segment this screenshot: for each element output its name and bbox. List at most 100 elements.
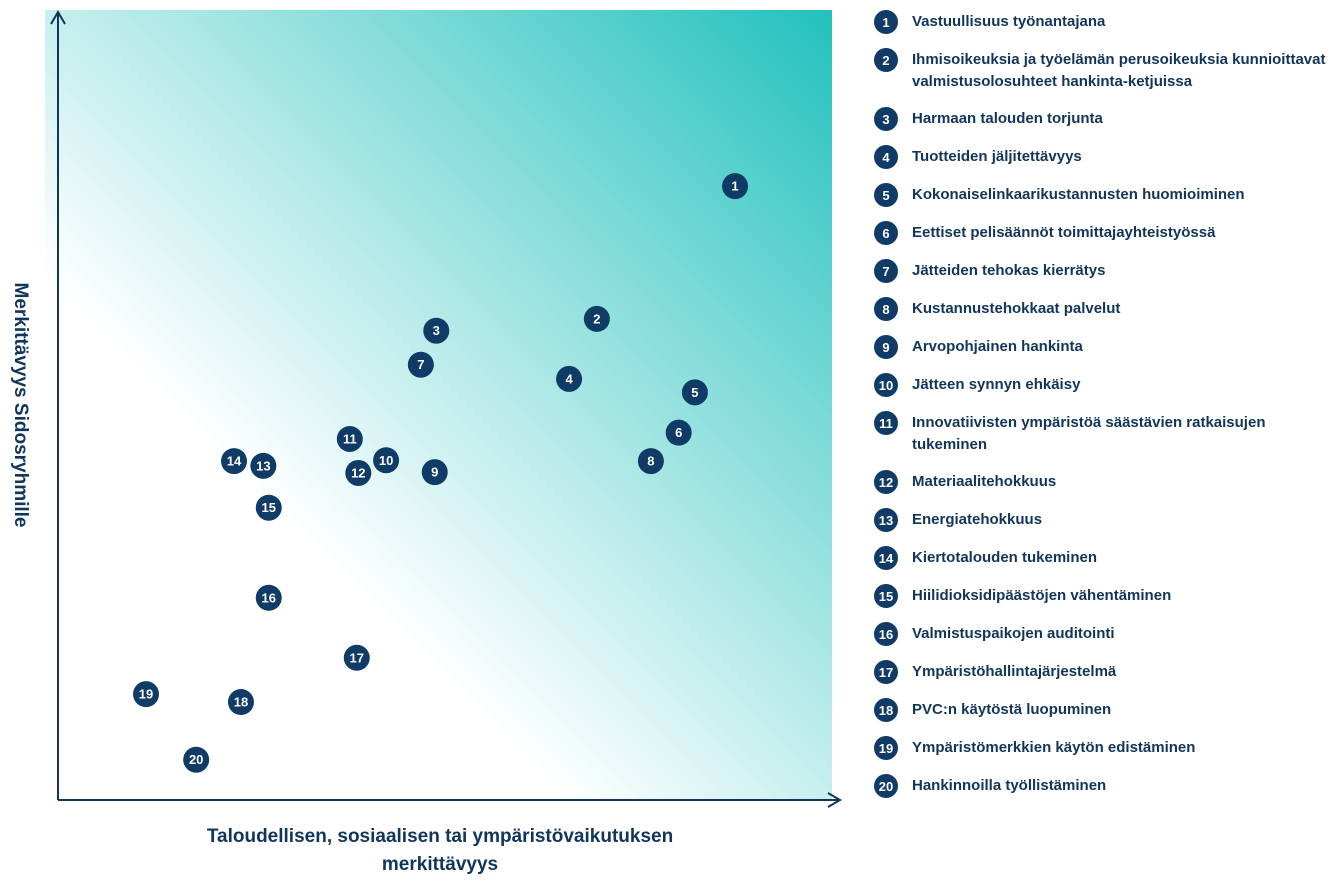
legend-item: 9 Arvopohjainen hankinta bbox=[874, 335, 1329, 359]
point: 1 bbox=[722, 173, 749, 200]
point-label: 9 bbox=[431, 465, 438, 480]
point: 19 bbox=[133, 681, 160, 708]
legend-badge: 20 bbox=[874, 774, 898, 798]
point: 14 bbox=[221, 448, 248, 475]
point: 8 bbox=[637, 448, 664, 475]
point-marker bbox=[373, 447, 400, 474]
legend-badge: 12 bbox=[874, 470, 898, 494]
point-label: 15 bbox=[262, 500, 276, 515]
legend-item: 5 Kokonaiselinkaarikustannusten huomioimi… bbox=[874, 183, 1329, 207]
legend-badge: 15 bbox=[874, 584, 898, 608]
point-marker bbox=[250, 452, 277, 479]
legend-item: 18 PVC:n käytöstä luopuminen bbox=[874, 698, 1329, 722]
legend-text: Hiilidioksidipäästöjen vähentäminen bbox=[912, 587, 1172, 604]
legend-text: Harmaan talouden torjunta bbox=[912, 110, 1103, 127]
legend-item: 2 Ihmisoikeuksia ja työelämän perusoikeuk… bbox=[874, 48, 1329, 93]
point-label: 14 bbox=[227, 454, 242, 469]
legend-text: Ympäristöhallintajärjestelmä bbox=[912, 663, 1117, 680]
point-marker bbox=[421, 459, 448, 486]
legend-text: Ympäristömerkkien käytön edistäminen bbox=[912, 739, 1196, 756]
legend-badge: 17 bbox=[874, 660, 898, 684]
point: 4 bbox=[556, 365, 583, 392]
legend-text: Kustannustehokkaat palvelut bbox=[912, 300, 1121, 317]
legend-item: 13 Energiatehokkuus bbox=[874, 508, 1329, 532]
point-label: 1 bbox=[731, 179, 738, 194]
legend-item: 17 Ympäristöhallintajärjestelmä bbox=[874, 660, 1329, 684]
legend-badge: 19 bbox=[874, 736, 898, 760]
point-label: 5 bbox=[691, 385, 698, 400]
point-label: 13 bbox=[256, 458, 270, 473]
point-marker bbox=[227, 689, 254, 716]
legend-text: Hankinnoilla työllistäminen bbox=[912, 777, 1107, 794]
legend-item: 6 Eettiset pelisäännöt toimittajayhteisty… bbox=[874, 221, 1329, 245]
point: 13 bbox=[250, 452, 277, 479]
point-marker bbox=[255, 584, 282, 611]
point-marker bbox=[637, 448, 664, 475]
point-label: 3 bbox=[433, 323, 440, 338]
legend-badge: 10 bbox=[874, 373, 898, 397]
legend-item: 10 Jätteen synnyn ehkäisy bbox=[874, 373, 1329, 397]
legend-badge: 1 bbox=[874, 10, 898, 34]
point-label: 12 bbox=[351, 465, 365, 480]
legend-badge: 5 bbox=[874, 183, 898, 207]
point-marker bbox=[423, 317, 450, 344]
legend-badge: 9 bbox=[874, 335, 898, 359]
point-marker bbox=[665, 419, 692, 446]
legend-text: Jätteiden tehokas kierrätys bbox=[912, 262, 1106, 279]
legend-text: Valmistuspaikojen auditointi bbox=[912, 625, 1115, 642]
point-label: 4 bbox=[565, 371, 573, 386]
legend-item: 7 Jätteiden tehokas kierrätys bbox=[874, 259, 1329, 283]
point: 10 bbox=[373, 447, 400, 474]
y-arrow bbox=[50, 10, 66, 25]
legend-item: 11 Innovatiivisten ympäristöä säästävien … bbox=[874, 411, 1329, 456]
legend-item: 14 Kiertotalouden tukeminen bbox=[874, 546, 1329, 570]
point: 5 bbox=[681, 379, 708, 406]
legend-text: PVC:n käytöstä luopuminen bbox=[912, 701, 1112, 718]
x-axis-label: Taloudellisen, sosiaalisen tai ympäristö… bbox=[206, 826, 674, 875]
legend-text: Ihmisoikeuksia ja työelämän perusoikeuks… bbox=[912, 51, 1326, 90]
point-marker bbox=[681, 379, 708, 406]
point-marker bbox=[336, 425, 363, 452]
x-arrow bbox=[827, 792, 842, 808]
point: 7 bbox=[407, 351, 434, 378]
legend-text: Innovatiivisten ympäristöä säästävien ra… bbox=[912, 414, 1266, 453]
legend-badge: 14 bbox=[874, 546, 898, 570]
point-label: 10 bbox=[379, 453, 393, 468]
point-marker bbox=[583, 305, 610, 332]
legend-item: 15 Hiilidioksidipäästöjen vähentäminen bbox=[874, 584, 1329, 608]
legend-item: 4 Tuotteiden jäljitettävyys bbox=[874, 145, 1329, 169]
legend-badge: 4 bbox=[874, 145, 898, 169]
legend-item: 3 Harmaan talouden torjunta bbox=[874, 107, 1329, 131]
point-marker bbox=[183, 746, 210, 773]
legend-item: 16 Valmistuspaikojen auditointi bbox=[874, 622, 1329, 646]
axes bbox=[50, 10, 842, 808]
point: 17 bbox=[343, 644, 370, 671]
point-marker bbox=[556, 365, 583, 392]
point-marker bbox=[221, 448, 248, 475]
point: 11 bbox=[336, 425, 363, 452]
point-label: 11 bbox=[343, 431, 357, 446]
point-marker bbox=[343, 644, 370, 671]
point: 16 bbox=[255, 584, 282, 611]
legend-text: Kiertotalouden tukeminen bbox=[912, 549, 1098, 566]
point-marker bbox=[255, 494, 282, 521]
legend-badge: 2 bbox=[874, 48, 898, 72]
legend-badge: 7 bbox=[874, 259, 898, 283]
legend-text: Vastuullisuus työnantajana bbox=[912, 13, 1106, 30]
point-marker bbox=[722, 173, 749, 200]
point: 3 bbox=[423, 317, 450, 344]
point-label: 16 bbox=[262, 590, 276, 605]
legend-item: 12 Materiaalitehokkuus bbox=[874, 470, 1329, 494]
point-label: 17 bbox=[350, 650, 364, 665]
point-label: 6 bbox=[675, 425, 682, 440]
legend-text: Arvopohjainen hankinta bbox=[912, 338, 1083, 355]
point: 6 bbox=[665, 419, 692, 446]
point: 15 bbox=[255, 494, 282, 521]
point: 20 bbox=[183, 746, 210, 773]
legend-badge: 6 bbox=[874, 221, 898, 245]
legend-badge: 13 bbox=[874, 508, 898, 532]
legend-badge: 18 bbox=[874, 698, 898, 722]
legend-item: 1 Vastuullisuus työnantajana bbox=[874, 10, 1329, 34]
legend-text: Eettiset pelisäännöt toimittajayhteistyö… bbox=[912, 224, 1216, 241]
